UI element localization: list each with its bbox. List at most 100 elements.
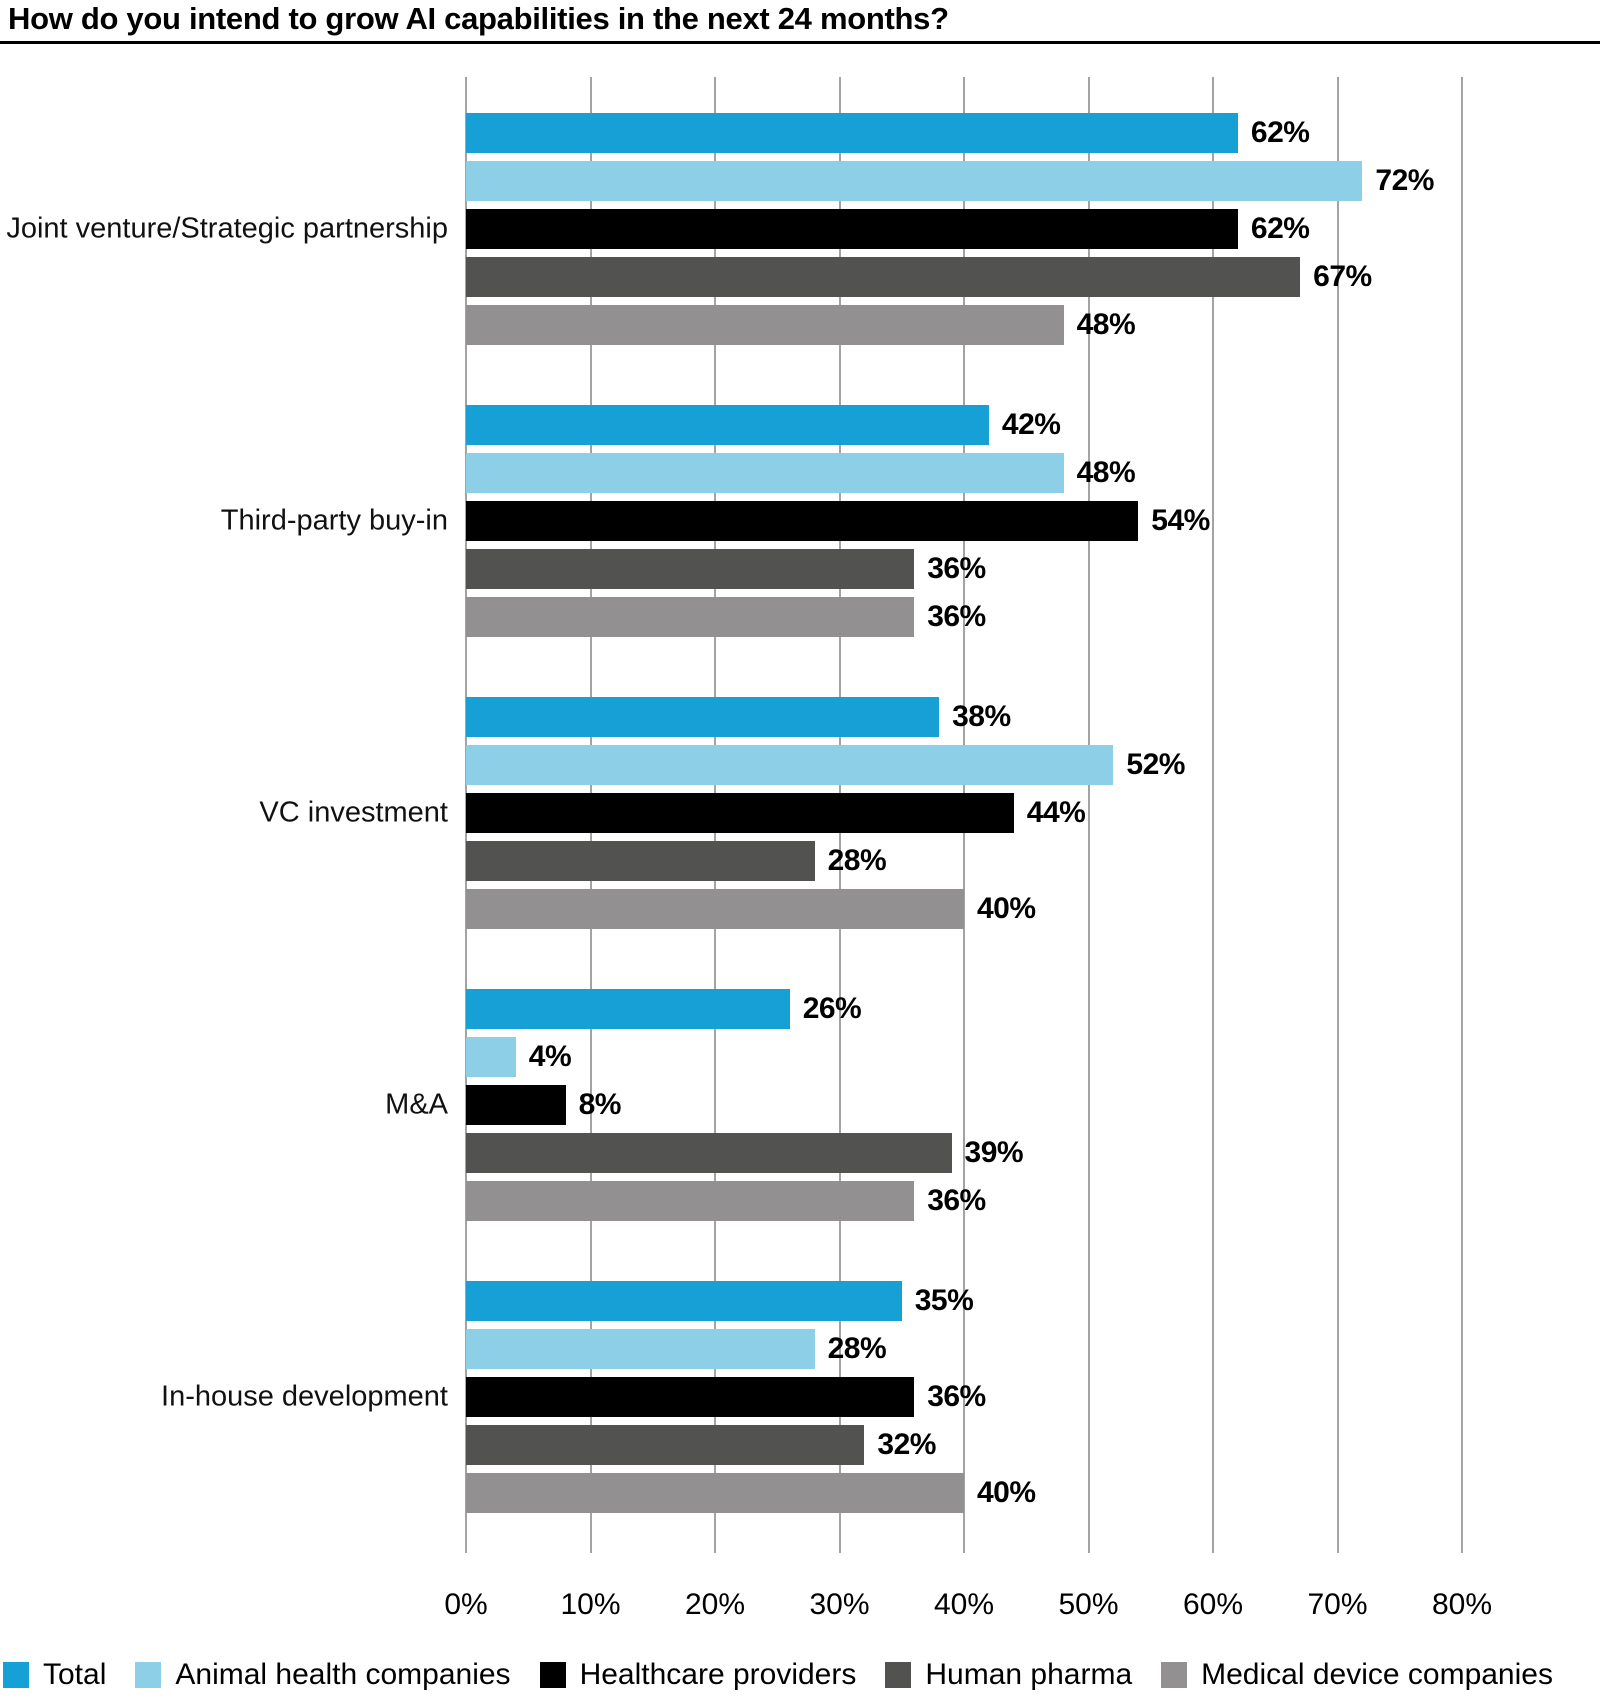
- bar: [466, 501, 1139, 541]
- bar-row: 62%: [466, 209, 1462, 249]
- bar: [466, 1281, 902, 1321]
- bar-row: 40%: [466, 889, 1462, 929]
- bar: [466, 841, 815, 881]
- bar: [466, 889, 964, 929]
- bar-row: 52%: [466, 745, 1462, 785]
- bar-value-label: 35%: [914, 1284, 974, 1317]
- x-axis-tick-label: 30%: [809, 1588, 870, 1621]
- legend-swatch-icon: [3, 1662, 29, 1688]
- bar-value-label: 62%: [1250, 116, 1310, 149]
- legend-item: Human pharma: [885, 1658, 1132, 1692]
- category-label: Joint venture/Strategic partnership: [6, 212, 448, 245]
- bar-value-label: 4%: [528, 1040, 572, 1073]
- bar-value-label: 32%: [877, 1428, 936, 1461]
- bar-row: 28%: [466, 1329, 1462, 1369]
- bar-groups: Joint venture/Strategic partnership 62% 72…: [6, 77, 1462, 1513]
- bar-value-label: 40%: [977, 892, 1036, 925]
- legend-item: Medical device companies: [1161, 1658, 1553, 1692]
- bar: [466, 161, 1363, 201]
- bar-value-label: 48%: [1076, 456, 1136, 489]
- bar-value-label: 48%: [1076, 308, 1136, 341]
- bar-value-label: 8%: [578, 1088, 622, 1121]
- bar-value-label: 28%: [827, 1332, 887, 1365]
- bar-group: M&A 26% 4% 8% 39% 36%: [385, 989, 1462, 1221]
- x-axis: 0% 10% 20% 30% 40% 50% 60% 70% 80%: [444, 1588, 1492, 1624]
- bar-group: Joint venture/Strategic partnership 62% 72…: [6, 113, 1462, 345]
- bar-value-label: 36%: [927, 1184, 986, 1217]
- x-axis-tick-label: 20%: [684, 1588, 746, 1621]
- bar-row: 72%: [466, 161, 1462, 201]
- bar-value-label: 44%: [1026, 796, 1086, 829]
- chart-title: How do you intend to grow AI capabilitie…: [8, 1, 949, 36]
- gridline: [1212, 77, 1214, 1553]
- bar-row: 62%: [466, 113, 1462, 153]
- bar: [466, 745, 1114, 785]
- bar-value-label: 40%: [977, 1476, 1036, 1509]
- bar-value-label: 36%: [927, 600, 986, 633]
- x-axis-tick-label: 0%: [444, 1588, 488, 1621]
- bar-row: 39%: [466, 1133, 1462, 1173]
- legend-item: Animal health companies: [135, 1658, 511, 1692]
- bar-value-label: 54%: [1151, 504, 1210, 537]
- legend-swatch-icon: [135, 1662, 162, 1688]
- bar-value-label: 39%: [964, 1136, 1024, 1169]
- bar: [466, 1329, 815, 1369]
- gridline: [1461, 77, 1463, 1553]
- bar: [466, 1377, 915, 1417]
- x-axis-tick-label: 10%: [560, 1588, 621, 1621]
- bar: [466, 305, 1064, 345]
- legend-label: Total: [43, 1658, 107, 1691]
- bar-value-label: 38%: [952, 700, 1011, 733]
- legend-label: Medical device companies: [1201, 1658, 1553, 1691]
- title-divider: [0, 41, 1600, 44]
- bar-row: 36%: [466, 549, 1462, 589]
- bar-group: Third-party buy-in 42% 48% 54% 36% 36%: [221, 405, 1462, 637]
- bar: [466, 113, 1238, 153]
- bar-row: 36%: [466, 597, 1462, 637]
- legend-item: Healthcare providers: [539, 1658, 856, 1692]
- gridline: [1087, 77, 1090, 1553]
- bar-row: 67%: [466, 257, 1462, 297]
- legend-label: Human pharma: [925, 1658, 1133, 1691]
- x-axis-tick-label: 50%: [1058, 1588, 1119, 1621]
- gridline: [1336, 77, 1339, 1553]
- bar-value-label: 72%: [1375, 164, 1434, 197]
- bar-row: 54%: [466, 501, 1462, 541]
- bar-group: VC investment 38% 52% 44% 28% 40%: [259, 697, 1462, 929]
- bar-row: 36%: [466, 1377, 1462, 1417]
- bar-value-label: 36%: [927, 552, 986, 585]
- legend-label: Animal health companies: [175, 1658, 511, 1691]
- bar-row: 8%: [466, 1085, 1462, 1125]
- category-label: Third-party buy-in: [220, 504, 448, 537]
- x-axis-tick-label: 70%: [1307, 1588, 1368, 1621]
- legend: Total Animal health companies Healthcare p…: [3, 1658, 1597, 1692]
- legend-swatch-icon: [539, 1662, 566, 1688]
- bar-row: 32%: [466, 1425, 1462, 1465]
- bar-value-label: 52%: [1126, 748, 1185, 781]
- bar-row: 40%: [466, 1473, 1462, 1513]
- bar-row: 38%: [466, 697, 1462, 737]
- bar-row: 36%: [466, 1181, 1462, 1221]
- bar-group: In-house development 35% 28% 36% 32% 40%: [161, 1281, 1462, 1513]
- bar-row: 42%: [466, 405, 1462, 445]
- bar-row: 44%: [466, 793, 1462, 833]
- bar: [466, 453, 1064, 493]
- bar: [466, 597, 915, 637]
- bar-row: 26%: [466, 989, 1462, 1029]
- x-axis-tick-label: 80%: [1431, 1588, 1493, 1621]
- bar: [466, 1133, 952, 1173]
- bar-value-label: 62%: [1250, 212, 1310, 245]
- legend-swatch-icon: [1161, 1662, 1188, 1688]
- legend-swatch-icon: [885, 1662, 912, 1688]
- bar-value-label: 67%: [1313, 260, 1372, 293]
- bar: [466, 209, 1238, 249]
- bar-value-label: 28%: [827, 844, 887, 877]
- bar: [466, 1037, 516, 1077]
- bar: [466, 1085, 566, 1125]
- category-label: M&A: [385, 1088, 448, 1121]
- bar-row: 48%: [466, 453, 1462, 493]
- bar-row: 28%: [466, 841, 1462, 881]
- bar-row: 48%: [466, 305, 1462, 345]
- bar: [466, 257, 1301, 297]
- bar-value-label: 42%: [1001, 408, 1061, 441]
